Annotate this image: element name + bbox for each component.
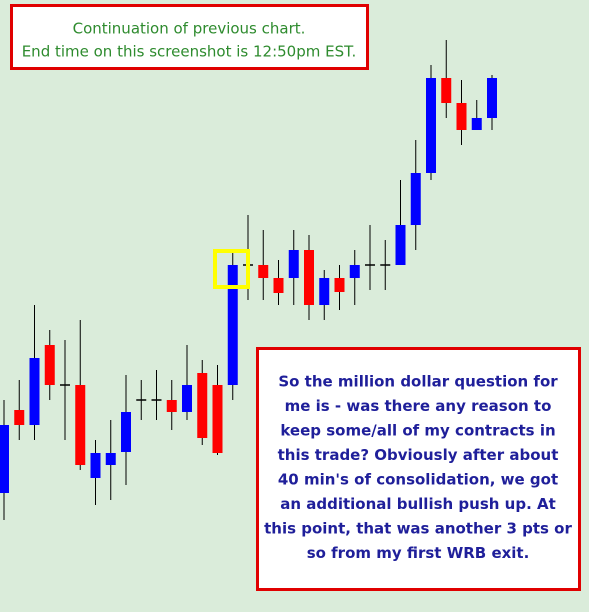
candle-body	[395, 225, 406, 265]
candle-body	[0, 425, 9, 493]
candle-body	[227, 265, 238, 385]
note-line: keep some/all of my contracts in	[280, 422, 555, 440]
candle-body	[319, 278, 330, 305]
candle-body	[487, 78, 497, 118]
candle-body	[121, 412, 131, 452]
candle-body	[75, 385, 86, 465]
note-line: Continuation of previous chart.	[73, 20, 306, 38]
candle-body	[90, 453, 101, 478]
candle-body	[288, 250, 299, 278]
candle-body	[273, 278, 284, 293]
candle-body	[349, 265, 360, 278]
highlight-box	[213, 249, 250, 289]
note-line: an additional bullish push up. At	[280, 495, 556, 513]
top-note-box	[10, 4, 369, 70]
note-line: End time on this screenshot is 12:50pm E…	[22, 43, 357, 61]
note-line: me is - was there any reason to	[285, 397, 552, 415]
candle-body	[456, 103, 467, 130]
note-line: this point, that was another 3 pts or	[264, 520, 572, 538]
candle-body	[334, 278, 345, 292]
note-line: so from my first WRB exit.	[307, 544, 530, 562]
candle-body	[441, 78, 452, 103]
candle-body	[44, 345, 55, 385]
candles	[0, 40, 497, 520]
bottom-note-box	[256, 347, 581, 591]
candle-body	[410, 173, 421, 225]
candle-body	[426, 78, 436, 173]
top-note: Continuation of previous chart. End time …	[22, 20, 357, 61]
candle-body	[29, 358, 40, 425]
candle-body	[182, 385, 192, 412]
candle-body	[14, 410, 25, 425]
candle-body	[304, 250, 314, 305]
bottom-note: So the million dollar question for me is …	[264, 373, 572, 563]
candle-body	[258, 265, 269, 278]
candle-body	[471, 118, 482, 130]
candle-body	[212, 385, 223, 453]
candle-body	[197, 373, 208, 438]
candle-body	[105, 453, 116, 465]
note-line: 40 min's of consolidation, we got	[278, 471, 558, 489]
note-line: this trade? Obviously after about	[278, 446, 559, 464]
note-line: So the million dollar question for	[278, 373, 558, 391]
candle-body	[166, 400, 177, 412]
